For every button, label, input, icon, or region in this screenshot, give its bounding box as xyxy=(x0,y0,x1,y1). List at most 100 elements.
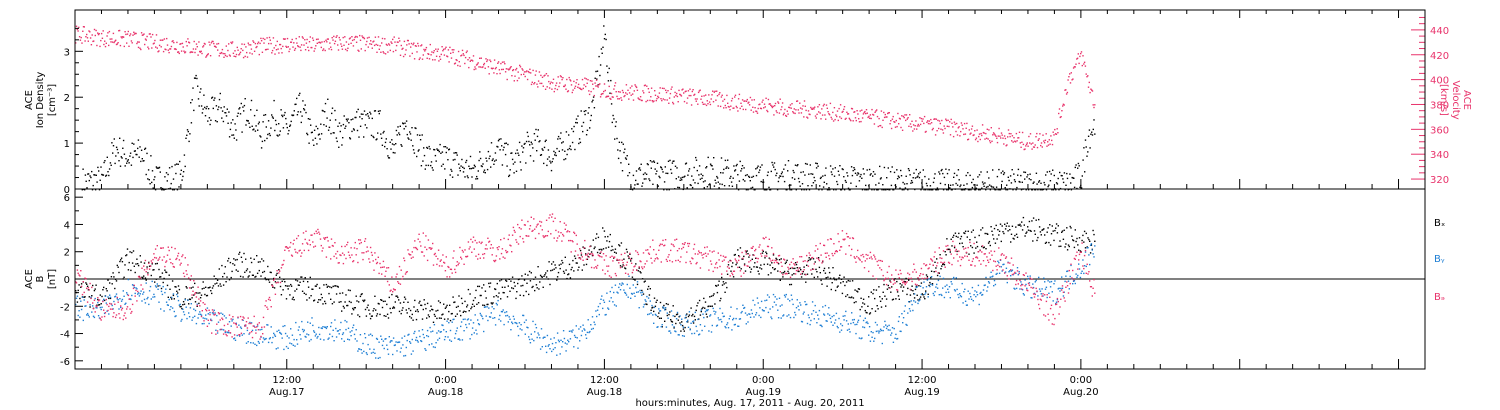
by-point xyxy=(959,295,962,297)
velocity-point xyxy=(412,43,414,46)
density-point xyxy=(865,189,868,191)
velocity-point xyxy=(912,130,914,132)
density-point xyxy=(562,141,564,143)
by-point xyxy=(523,321,526,324)
density-point xyxy=(223,106,225,108)
density-point xyxy=(747,189,749,191)
bx-point xyxy=(696,305,698,307)
by-point xyxy=(275,348,277,350)
bx-point xyxy=(908,301,911,303)
density-point xyxy=(339,130,341,133)
bx-point xyxy=(475,289,477,292)
velocity-point xyxy=(1029,133,1032,135)
velocity-point xyxy=(819,112,821,114)
velocity-point xyxy=(1028,135,1030,138)
velocity-point xyxy=(1053,134,1055,136)
velocity-point xyxy=(252,40,254,42)
bx-point xyxy=(843,276,845,278)
by-point xyxy=(772,306,774,308)
velocity-point xyxy=(709,103,712,106)
by-point xyxy=(422,333,424,336)
by-point xyxy=(389,341,391,343)
by-point xyxy=(201,323,203,325)
density-point xyxy=(818,189,820,191)
density-point xyxy=(548,156,550,158)
by-point xyxy=(156,283,158,285)
bx-point xyxy=(721,276,723,279)
by-point xyxy=(555,342,557,344)
velocity-point xyxy=(130,40,133,42)
by-point xyxy=(159,285,161,287)
density-point xyxy=(668,189,670,191)
density-point xyxy=(278,123,280,125)
velocity-point xyxy=(1018,131,1021,133)
density-point xyxy=(663,181,666,183)
density-point xyxy=(257,123,260,125)
velocity-point xyxy=(186,45,188,47)
velocity-point xyxy=(195,43,198,45)
bx-point xyxy=(1039,231,1042,233)
bx-point xyxy=(681,321,683,323)
bx-point xyxy=(1047,227,1049,229)
density-point xyxy=(93,174,95,176)
density-point xyxy=(674,165,677,167)
by-point xyxy=(560,339,562,341)
bx-point xyxy=(897,295,900,297)
density-point xyxy=(976,184,978,186)
velocity-point xyxy=(475,64,478,66)
density-point xyxy=(687,174,689,176)
density-point xyxy=(985,189,987,191)
by-point xyxy=(830,321,832,323)
by-point xyxy=(766,299,768,301)
by-point xyxy=(730,306,732,308)
density-point xyxy=(973,184,975,186)
velocity-point xyxy=(861,117,864,119)
by-point xyxy=(190,303,192,305)
bx-point xyxy=(740,268,742,270)
density-point xyxy=(496,145,498,148)
density-point xyxy=(625,158,628,160)
velocity-point xyxy=(621,99,623,101)
velocity-point xyxy=(581,78,584,81)
bx-point xyxy=(293,299,295,301)
bx-point xyxy=(560,263,562,265)
bx-point xyxy=(427,314,430,316)
density-point xyxy=(127,159,129,161)
by-point xyxy=(463,330,465,332)
bx-point xyxy=(913,293,915,295)
by-point xyxy=(401,337,403,339)
density-point xyxy=(677,176,680,178)
bx-point xyxy=(821,283,823,285)
bx-point xyxy=(125,254,127,257)
density-point xyxy=(288,129,290,132)
velocity-point xyxy=(763,103,766,105)
density-point xyxy=(538,141,540,143)
velocity-point xyxy=(990,127,992,129)
density-point xyxy=(194,77,196,79)
velocity-point xyxy=(354,36,356,39)
by-point xyxy=(721,321,723,323)
bx-point xyxy=(469,293,471,295)
by-point xyxy=(111,304,113,307)
density-point xyxy=(312,139,314,141)
velocity-point xyxy=(218,55,220,57)
bx-point xyxy=(611,245,613,248)
velocity-point xyxy=(814,115,817,117)
density-point xyxy=(614,125,617,128)
bx-point xyxy=(732,262,734,264)
velocity-tick-label: 320 xyxy=(1430,175,1449,186)
density-point xyxy=(383,130,385,133)
velocity-point xyxy=(740,102,742,104)
by-point xyxy=(751,312,753,315)
velocity-point xyxy=(286,37,289,40)
density-tick-label: 1 xyxy=(64,139,70,150)
bx-point xyxy=(868,296,870,298)
density-point xyxy=(271,114,273,116)
bx-point xyxy=(918,285,920,287)
by-point xyxy=(811,301,814,303)
bx-point xyxy=(536,287,538,289)
density-point xyxy=(878,182,880,184)
density-point xyxy=(137,147,139,150)
by-point xyxy=(524,333,526,335)
velocity-point xyxy=(502,68,504,71)
